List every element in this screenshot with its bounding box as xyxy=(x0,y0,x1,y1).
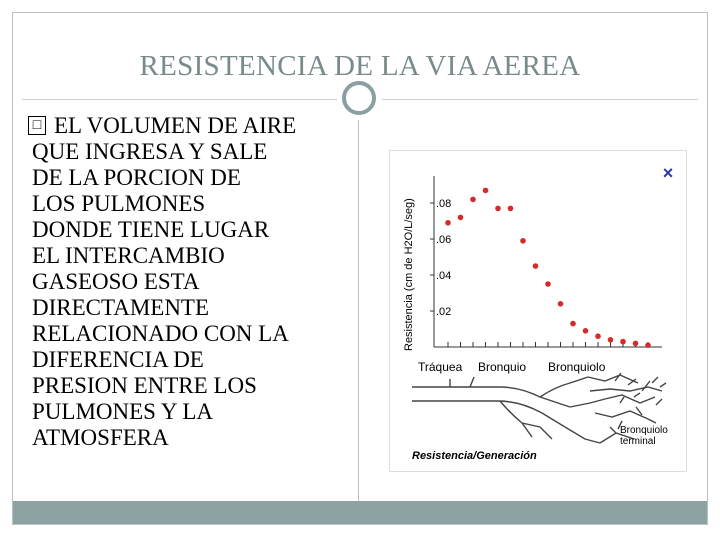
data-point xyxy=(445,220,451,226)
x-label: Bronquio xyxy=(478,360,526,374)
y-tick-label: .08 xyxy=(436,198,451,210)
close-mark[interactable]: × xyxy=(663,163,674,183)
bullet-text: EL VOLUMEN DE AIRE QUE INGRESA Y SALE DE… xyxy=(32,113,297,450)
y-tick-label: .06 xyxy=(436,234,451,246)
bullet-square-icon: □ xyxy=(28,116,46,135)
x-labels: Tráquea Bronquio Bronquiolo xyxy=(418,360,606,374)
title-rule-right xyxy=(382,99,698,100)
data-point xyxy=(545,281,551,287)
data-point xyxy=(595,333,601,339)
panel-divider xyxy=(358,103,359,501)
data-point xyxy=(532,263,539,269)
x-ticks xyxy=(447,342,649,347)
y-ticks: .08 .06 .04 .02 xyxy=(430,198,451,318)
data-point xyxy=(645,342,651,348)
data-point xyxy=(557,301,564,307)
terminal-bronchiole-label: Bronquiolo terminal xyxy=(620,425,671,447)
resistance-chart: .08 .06 .04 .02 Resistencia (cm de H2O/L/se… xyxy=(403,163,674,462)
figure-footer: Resistencia/Generación xyxy=(412,450,537,462)
data-point xyxy=(470,196,476,203)
x-label: Tráquea xyxy=(418,360,463,374)
data-point xyxy=(507,205,514,212)
left-panel xyxy=(13,103,358,501)
bullet-paragraph: □ EL VOLUMEN DE AIRE QUE INGRESA Y SALE … xyxy=(28,113,338,451)
x-label: Bronquiolo xyxy=(548,360,606,374)
circle-ornament-icon xyxy=(342,81,376,115)
data-point xyxy=(495,205,501,212)
data-point xyxy=(570,320,576,327)
bottom-accent-bar xyxy=(13,501,707,524)
y-tick-label: .04 xyxy=(436,270,451,282)
data-point xyxy=(457,214,464,221)
resistance-figure: .08 .06 .04 .02 Resistencia (cm de H2O/L/se… xyxy=(389,150,687,472)
data-point xyxy=(632,340,639,347)
data-point xyxy=(620,338,626,345)
title-rule-left xyxy=(22,99,342,100)
data-point xyxy=(482,187,489,194)
data-point xyxy=(582,328,589,334)
airway-tree-illustration xyxy=(412,372,667,444)
y-tick-label: .02 xyxy=(436,306,451,318)
data-point xyxy=(607,337,614,343)
y-axis-label: Resistencia (cm de H2O/L/seg) xyxy=(403,198,415,351)
data-points xyxy=(445,187,651,348)
data-point xyxy=(520,238,526,244)
